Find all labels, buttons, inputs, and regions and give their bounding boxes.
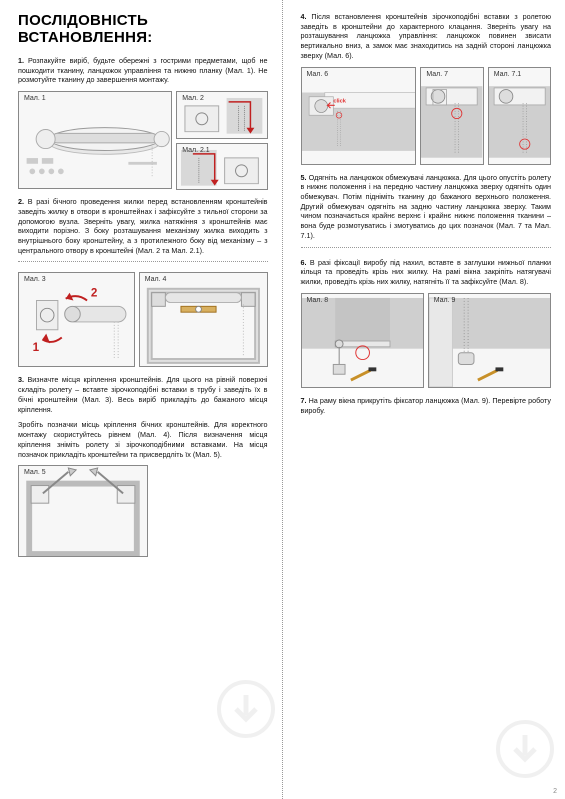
figure-4-label: Мал. 4 bbox=[145, 276, 167, 283]
paragraph-6: 6. В разі фіксації виробу під нахил, вст… bbox=[301, 258, 552, 287]
figure-3-label: Мал. 3 bbox=[24, 276, 46, 283]
paragraph-3a: 3. Визначте місця кріплення кронштейнів.… bbox=[18, 375, 268, 414]
watermark-icon bbox=[495, 719, 555, 779]
paragraph-7: 7. На раму вікна прикрутіть фіксатор лан… bbox=[301, 396, 552, 415]
figure-9-label: Мал. 9 bbox=[434, 297, 456, 304]
figure-4: Мал. 4 bbox=[139, 272, 268, 367]
paragraph-1: 1. Розпакуйте виріб, будьте обережні з г… bbox=[18, 56, 268, 85]
divider bbox=[301, 247, 552, 248]
paragraph-3b: Зробіть позначки місць кріплення бічних … bbox=[18, 420, 268, 459]
figure-2: Мал. 2 bbox=[176, 91, 267, 139]
divider bbox=[18, 261, 268, 262]
page-number: 2 bbox=[553, 788, 557, 795]
figure-2-label: Мал. 2 bbox=[182, 95, 204, 102]
figure-8-label: Мал. 8 bbox=[307, 297, 329, 304]
red-number-2: 2 bbox=[91, 287, 98, 300]
paragraph-2: 2. В разі бічного проведення жилки перед… bbox=[18, 197, 268, 255]
paragraph-4: 4. Після встановлення кронштейнів зірочк… bbox=[301, 12, 552, 61]
figure-6: Мал. 6 click bbox=[301, 67, 417, 165]
figure-2-1: Мал. 2.1 bbox=[176, 143, 267, 191]
figure-3: Мал. 3 2 1 bbox=[18, 272, 135, 367]
figure-1-label: Мал. 1 bbox=[24, 95, 46, 102]
paragraph-5: 5. Одягніть на ланцюжок обмежувачі ланцю… bbox=[301, 173, 552, 241]
page-title: ПОСЛІДОВНІСТЬ ВСТАНОВЛЕННЯ: bbox=[18, 12, 268, 46]
figure-5: Мал. 5 bbox=[18, 465, 148, 557]
figure-7-1-label: Мал. 7.1 bbox=[494, 71, 522, 78]
figure-2-1-label: Мал. 2.1 bbox=[182, 147, 210, 154]
figure-6-label: Мал. 6 bbox=[307, 71, 329, 78]
figure-8: Мал. 8 bbox=[301, 293, 424, 388]
watermark-icon bbox=[216, 679, 276, 739]
figure-7-1: Мал. 7.1 bbox=[488, 67, 551, 165]
red-number-1: 1 bbox=[33, 342, 40, 355]
figure-7: Мал. 7 bbox=[420, 67, 483, 165]
figure-5-label: Мал. 5 bbox=[24, 469, 46, 476]
figure-1: Мал. 1 bbox=[18, 91, 172, 189]
click-label: click bbox=[333, 98, 346, 104]
figure-9: Мал. 9 bbox=[428, 293, 551, 388]
figure-7-label: Мал. 7 bbox=[426, 71, 448, 78]
